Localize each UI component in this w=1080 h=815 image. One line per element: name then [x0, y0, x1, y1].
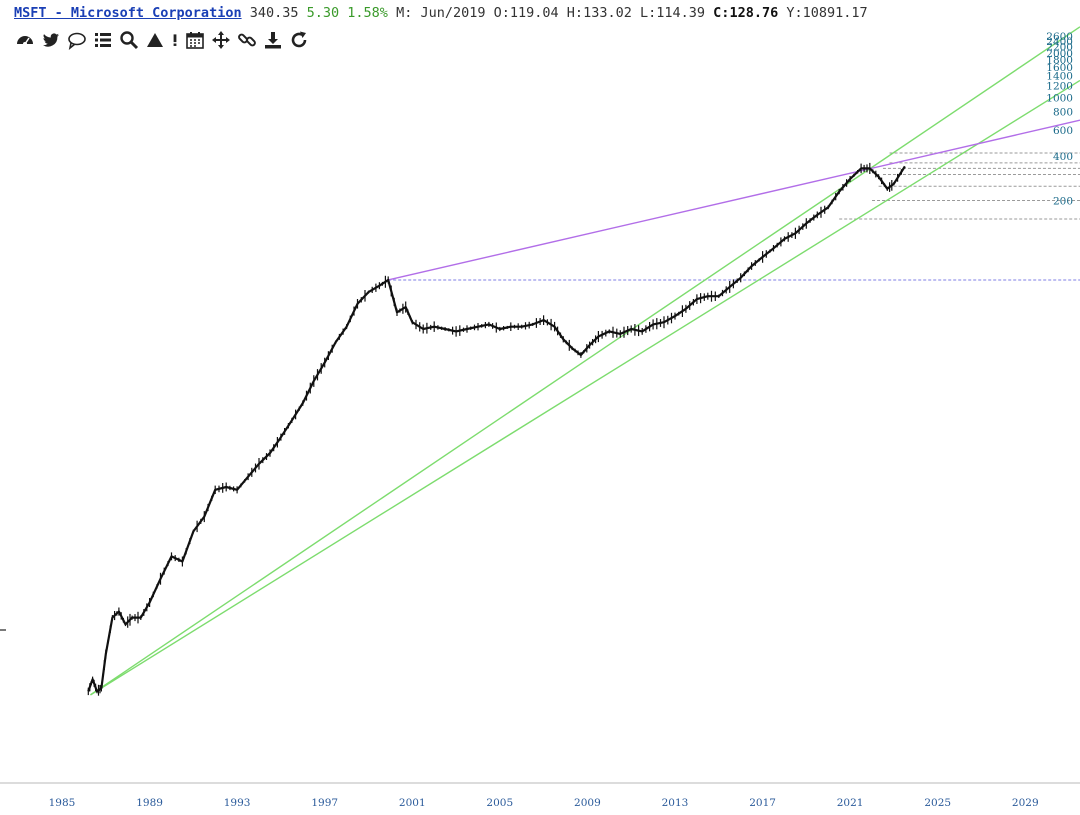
x-tick-label: 2017	[749, 797, 776, 809]
refresh-icon	[291, 31, 307, 48]
x-tick-label: 2013	[662, 797, 689, 809]
x-tick-label: 1989	[136, 797, 163, 809]
x-tick-label: 2001	[399, 797, 426, 809]
move-icon	[212, 31, 230, 49]
calendar-icon	[186, 32, 204, 49]
y-label: Y:	[786, 5, 803, 21]
dashboard-icon	[17, 36, 33, 46]
refresh-button[interactable]	[286, 28, 312, 52]
x-tick-label: 2009	[574, 797, 601, 809]
y-tick-label: 2400	[1046, 36, 1073, 48]
comment-icon	[68, 32, 86, 50]
dashboard-button[interactable]	[12, 28, 38, 52]
search-icon	[120, 31, 139, 50]
price-change: 5.30 1.58%	[306, 5, 388, 21]
y-value: 10891.17	[802, 5, 868, 21]
y-tick-label: 200	[1053, 196, 1073, 208]
open-value: 119.04	[509, 5, 559, 21]
search-button[interactable]	[116, 28, 142, 52]
trendline-0	[90, 26, 1080, 696]
y-tick-label: 400	[1053, 151, 1073, 163]
y-tick-label: 1000	[1046, 92, 1073, 104]
y-tick-label: 1200	[1046, 81, 1073, 93]
chart-toolbar	[12, 28, 312, 52]
low-label: L:	[639, 5, 657, 21]
trendline-1	[90, 79, 1080, 696]
period-label: M: Jun/2019	[396, 5, 486, 21]
close-value: 128.76	[729, 5, 779, 21]
link-button[interactable]	[234, 28, 260, 52]
price-line	[87, 165, 906, 693]
y-tick-label: 2200	[1046, 42, 1073, 54]
y-axis: 200 400 600 800 1000120014001600180020002200…	[1046, 31, 1073, 208]
calendar-button[interactable]	[182, 28, 208, 52]
price-levels	[388, 152, 1080, 281]
twitter-icon	[43, 33, 59, 47]
x-tick-label: 1997	[311, 797, 338, 809]
y-tick-label: 2600	[1046, 31, 1073, 43]
alert-button[interactable]	[168, 28, 182, 52]
list-button[interactable]	[90, 28, 116, 52]
link-icon	[238, 33, 256, 47]
y-tick-label: 2000	[1046, 48, 1073, 60]
trendline-2	[388, 119, 1080, 281]
high-label: H:	[566, 5, 584, 21]
quote-header: MSFT - Microsoft Corporation 340.35 5.30…	[14, 5, 868, 21]
x-axis: 1985 1989 1993 1997 2001 2005 2009 2013 2017 2021…	[49, 797, 1039, 809]
trendlines	[90, 26, 1080, 696]
download-icon	[265, 32, 281, 49]
comment-button[interactable]	[64, 28, 90, 52]
exclamation-icon	[173, 34, 177, 46]
x-tick-label: 2021	[837, 797, 864, 809]
last-price: 340.35	[249, 5, 299, 21]
twitter-button[interactable]	[38, 28, 64, 52]
triangle-button[interactable]	[142, 28, 168, 52]
symbol-link[interactable]: MSFT - Microsoft Corporation	[14, 5, 242, 21]
low-value: 114.39	[656, 5, 706, 21]
x-tick-label: 2005	[486, 797, 513, 809]
close-label: C:	[713, 5, 730, 21]
y-tick-label: 1400	[1046, 71, 1073, 83]
x-tick-label: 1993	[224, 797, 251, 809]
list-icon	[95, 33, 111, 47]
triangle-icon	[147, 33, 163, 47]
high-value: 133.02	[583, 5, 632, 21]
open-label: O:	[493, 5, 510, 21]
y-tick-label: 1800	[1046, 55, 1073, 67]
x-tick-label: 1985	[49, 797, 76, 809]
price-series	[87, 162, 906, 696]
y-tick-label: 600	[1053, 125, 1073, 137]
y-tick-label: 800	[1053, 107, 1073, 119]
download-button[interactable]	[260, 28, 286, 52]
move-button[interactable]	[208, 28, 234, 52]
y-tick-label: 1600	[1046, 62, 1073, 74]
x-tick-label: 2025	[924, 797, 951, 809]
x-tick-label: 2029	[1012, 797, 1039, 809]
